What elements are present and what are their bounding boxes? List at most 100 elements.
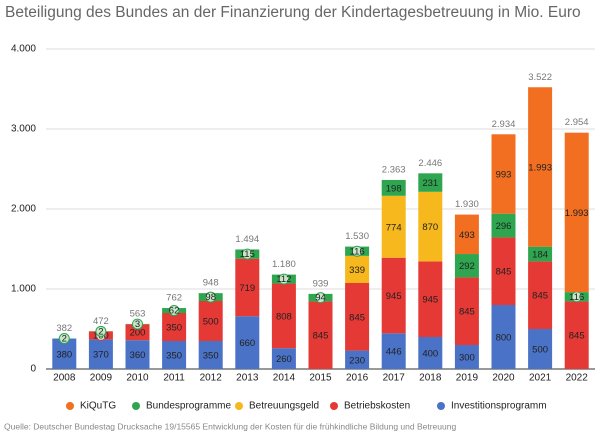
segment-label: 292 [459, 261, 475, 272]
segment-label: 845 [349, 312, 365, 323]
segment-label: 1.993 [528, 162, 552, 173]
bar-segment [308, 301, 333, 369]
bar-segment [125, 340, 150, 369]
segment-label: 184 [532, 250, 548, 261]
bar-segment [235, 316, 260, 369]
segment-label: 493 [459, 230, 475, 241]
small-value-marker [315, 292, 326, 304]
bar-segment [345, 255, 370, 283]
legend-label: Betreuungsgeld [249, 401, 319, 412]
segment-label: 112 [276, 274, 291, 285]
x-tick-label: 2015 [309, 373, 332, 384]
legend-marker [437, 402, 445, 410]
bar-segment [454, 254, 479, 278]
segment-label: 350 [166, 351, 182, 362]
legend-label: Betriebskosten [344, 401, 410, 412]
small-value-marker [278, 273, 290, 285]
segment-label: 800 [496, 333, 512, 344]
segment-label: 870 [422, 222, 438, 233]
total-label: 1.494 [235, 234, 259, 245]
x-tick-label: 2008 [53, 373, 76, 384]
legend-label: Investitionsprogramm [451, 401, 547, 412]
x-tick-label: 2017 [383, 373, 406, 384]
bar-segment [418, 173, 443, 192]
segment-label: 200 [130, 328, 146, 339]
segment-label: 198 [386, 183, 402, 194]
segment-label: 845 [532, 291, 548, 302]
segment-label: 94 [315, 293, 326, 304]
bar-segment [454, 214, 479, 255]
bar-segment [454, 345, 479, 369]
x-tick-label: 2009 [90, 373, 113, 384]
segment-label: 350 [166, 323, 182, 334]
bar-segment [381, 179, 406, 196]
total-label: 762 [166, 293, 182, 304]
legend-label: Bundesprogramme [146, 401, 231, 412]
x-tick-label: 2010 [126, 373, 149, 384]
segment-label: 500 [532, 345, 548, 356]
bar-segment [235, 258, 260, 317]
x-tick-label: 2016 [346, 373, 369, 384]
bar-segment [491, 134, 516, 214]
total-label: 2.934 [492, 119, 516, 130]
segment-label: 231 [422, 178, 438, 189]
segment-label: 260 [276, 354, 292, 365]
segment-label: 98 [205, 292, 216, 303]
segment-label: 3 [135, 319, 140, 330]
legend-marker [66, 402, 74, 410]
total-label: 948 [203, 278, 219, 289]
total-label: 2.954 [565, 117, 589, 128]
bar-segment [528, 261, 553, 329]
y-tick-label: 4.000 [11, 44, 36, 55]
bar-segment [564, 301, 589, 369]
bar-segment [491, 237, 516, 305]
y-tick-label: 1.000 [11, 284, 36, 295]
bar-segment [418, 337, 443, 369]
legend-marker [132, 402, 140, 410]
source: Quelle: Deutscher Bundestag Drucksache 1… [4, 421, 456, 431]
segment-label: 62 [169, 306, 180, 317]
small-value-marker [241, 248, 253, 260]
segment-label: 300 [459, 353, 475, 364]
x-tick-label: 2022 [566, 373, 589, 384]
segment-label: 774 [386, 222, 402, 233]
bar-segment [454, 277, 479, 345]
bar-segment [88, 339, 113, 369]
legend-marker [330, 402, 338, 410]
segment-label: 360 [130, 350, 146, 361]
x-tick-label: 2011 [163, 373, 185, 384]
legend-marker [235, 402, 243, 410]
x-tick-label: 2019 [456, 373, 479, 384]
small-value-marker [95, 325, 107, 337]
segment-label: 1.993 [565, 208, 589, 219]
total-label: 1.530 [345, 231, 369, 242]
bar-segment [162, 313, 187, 341]
total-label: 472 [93, 316, 109, 327]
legend-label: KiQuTG [80, 401, 116, 412]
segment-label: 339 [349, 265, 365, 276]
bar-segment [418, 191, 443, 262]
total-label: 3.522 [528, 72, 552, 83]
segment-label: 845 [569, 331, 585, 342]
bar-segment [271, 283, 296, 349]
small-value-marker [58, 333, 70, 345]
bar-segment [198, 341, 223, 369]
total-label: 1.180 [272, 259, 296, 270]
bar-segment [491, 305, 516, 369]
segment-label: 446 [386, 347, 402, 358]
bar-segment [418, 261, 443, 337]
segment-label: 845 [313, 331, 329, 342]
x-tick-label: 2013 [236, 373, 259, 384]
x-tick-label: 2020 [492, 373, 515, 384]
total-label: 563 [130, 308, 146, 319]
y-tick-label: 0 [30, 364, 36, 375]
segment-label: 845 [496, 267, 512, 278]
x-tick-label: 2014 [273, 373, 296, 384]
segment-label: 719 [239, 283, 255, 294]
x-tick-label: 2018 [419, 373, 442, 384]
y-tick-label: 2.000 [11, 204, 36, 215]
total-label: 382 [56, 323, 72, 334]
segment-label: 400 [422, 349, 438, 360]
small-value-marker [205, 291, 217, 303]
segment-label: 230 [349, 355, 365, 366]
